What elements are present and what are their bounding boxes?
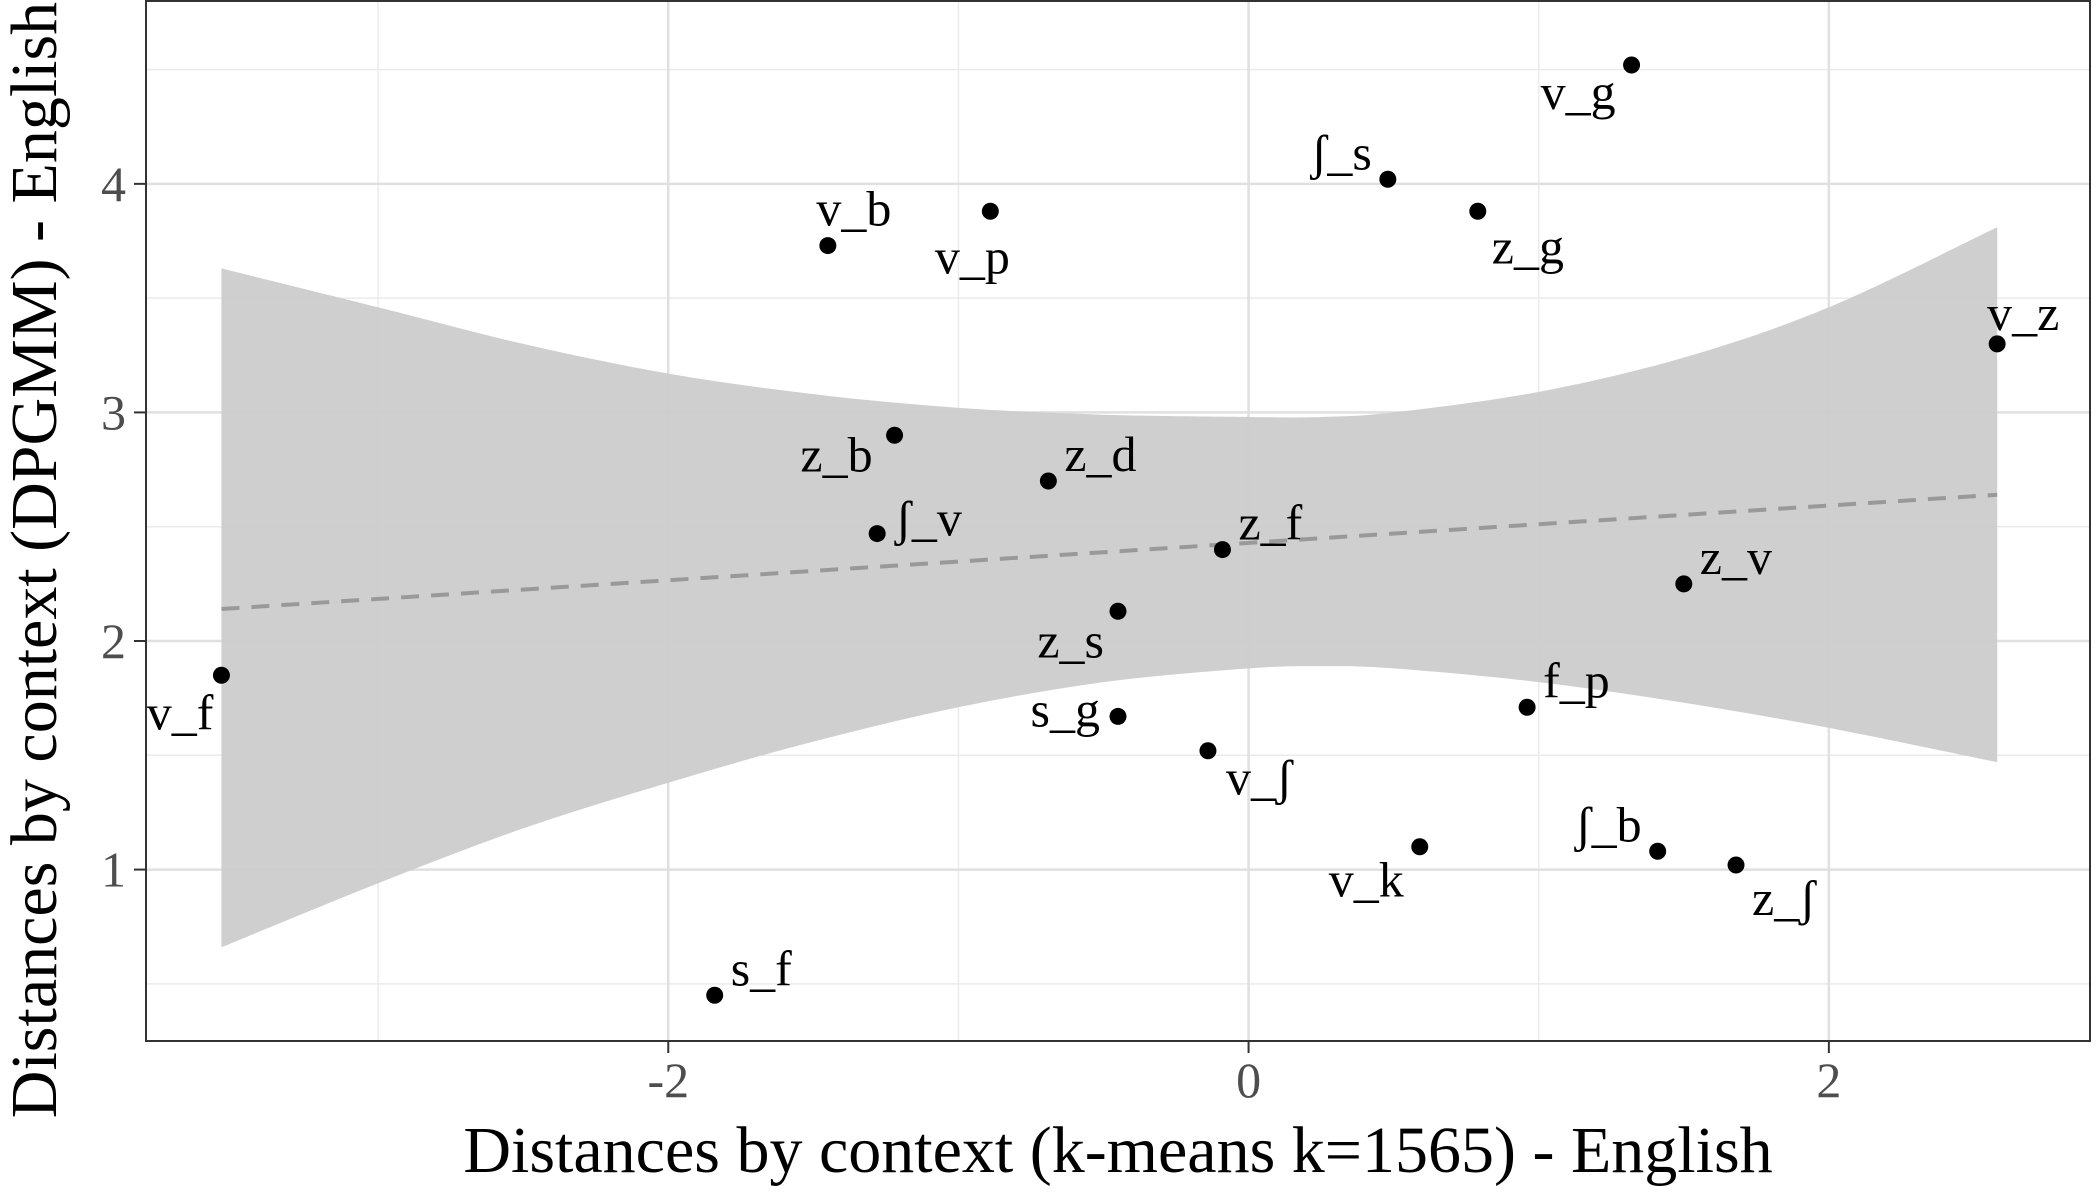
point-label: f_p (1543, 652, 1610, 708)
data-point (1675, 575, 1693, 593)
data-point (868, 525, 886, 543)
point-label: z_v (1700, 529, 1772, 585)
point-label: v_k (1329, 852, 1404, 908)
confidence-band (221, 227, 1998, 948)
point-label: v_ʃ (1226, 750, 1294, 806)
y-axis-ticks: 1 2 3 4 (101, 156, 146, 898)
data-point (819, 237, 837, 255)
x-tick-label: 0 (1236, 1052, 1261, 1108)
data-point (981, 202, 999, 220)
x-axis-title: Distances by context (k-means k=1565) - … (463, 1114, 1772, 1187)
point-label: z_b (800, 426, 872, 482)
data-point (1518, 698, 1536, 716)
point-label: s_f (731, 940, 792, 996)
data-point (1469, 202, 1487, 220)
data-point (1109, 707, 1127, 725)
point-label: v_f (147, 684, 214, 740)
y-tick-label: 2 (101, 613, 126, 669)
point-label: z_d (1064, 426, 1136, 482)
data-point (1727, 856, 1745, 874)
data-point (1109, 602, 1127, 620)
data-point (212, 666, 230, 684)
point-label: z_f (1238, 495, 1302, 551)
data-point (1988, 335, 2006, 353)
point-label: ʃ_s (1310, 124, 1372, 180)
point-label: z_g (1492, 218, 1564, 274)
data-point (706, 986, 724, 1004)
data-point (1649, 842, 1667, 860)
x-tick-label: 2 (1816, 1052, 1841, 1108)
point-label: v_g (1541, 64, 1616, 120)
data-point (886, 426, 904, 444)
y-axis-title: Distances by context (DPGMM) - English (0, 2, 71, 1118)
data-point (1039, 472, 1057, 490)
x-axis-ticks: -2 0 2 (647, 1041, 1841, 1108)
point-label: ʃ_v (894, 491, 962, 547)
data-point (1379, 170, 1397, 188)
data-point (1411, 838, 1429, 856)
point-label: v_b (816, 181, 891, 237)
y-tick-label: 1 (101, 842, 126, 898)
point-label: z_s (1037, 612, 1104, 668)
point-label: v_z (1987, 285, 2059, 341)
data-point (1213, 541, 1231, 559)
data-points: v_fs_fv_bv_pz_bʃ_vz_dz_ss_gz_fv_ʃʃ_sz_gv… (147, 56, 2059, 1004)
x-tick-label: -2 (647, 1052, 689, 1108)
plot-border (145, 0, 2091, 1042)
regression-line (221, 492, 1998, 611)
point-label: v_p (935, 228, 1010, 284)
data-point (1623, 56, 1641, 74)
point-label: z_ʃ (1752, 870, 1817, 926)
y-tick-label: 4 (101, 156, 126, 212)
point-label: ʃ_b (1574, 796, 1642, 852)
point-label: s_g (1031, 681, 1100, 737)
y-tick-label: 3 (101, 384, 126, 440)
data-point (1199, 742, 1217, 760)
